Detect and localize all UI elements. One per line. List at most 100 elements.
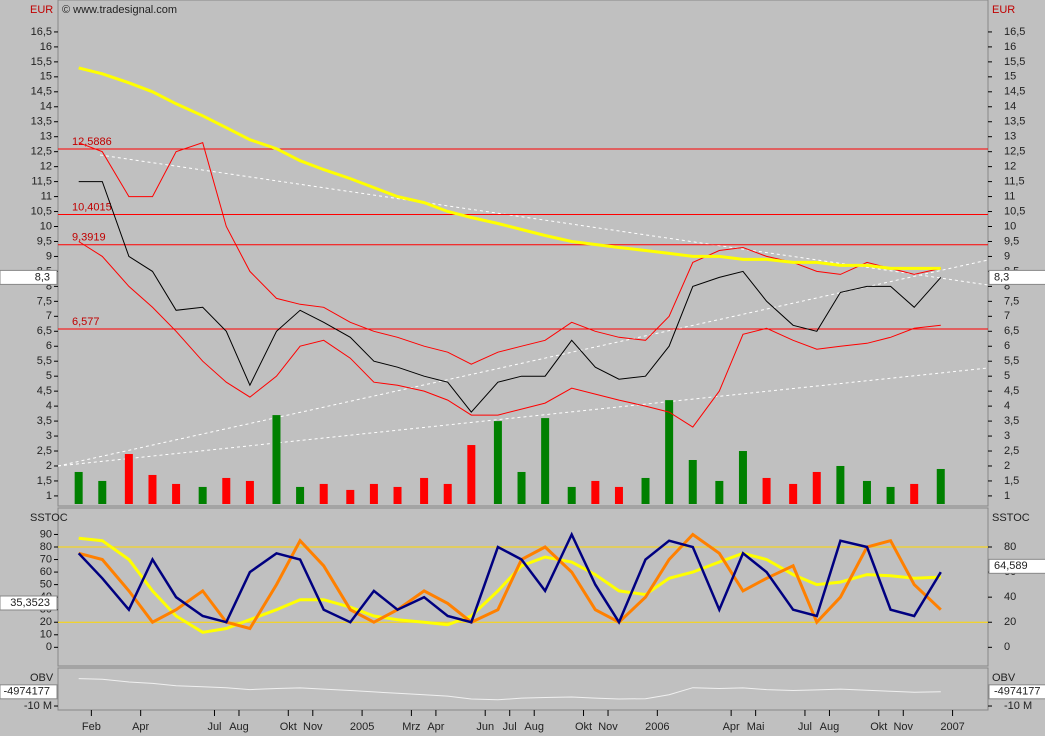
- y-tick-label: 16: [40, 41, 52, 53]
- x-tick-label: Nov: [893, 721, 913, 733]
- y-tick-label: 15,5: [1004, 56, 1025, 68]
- volume-bar: [541, 418, 550, 504]
- y-tick-label: 4,5: [37, 385, 52, 397]
- last-value: -4974177: [4, 686, 51, 698]
- last-value-box: [988, 269, 1045, 285]
- x-tick-label: Nov: [303, 721, 323, 733]
- y-tick-label: 7,5: [37, 295, 52, 307]
- last-value: 64,589: [994, 560, 1028, 572]
- volume-bar: [614, 486, 623, 504]
- y-axis-label: EUR: [30, 4, 53, 16]
- y-tick-label: 5,5: [1004, 355, 1019, 367]
- y-tick-label: 13: [1004, 131, 1016, 143]
- level-label: 9,3919: [72, 232, 106, 244]
- volume-bar: [296, 486, 305, 504]
- y-tick-label: 5: [46, 370, 52, 382]
- volume-bar: [762, 477, 771, 504]
- y-tick-label: 12: [1004, 161, 1016, 173]
- y-tick-label: 12,5: [31, 146, 52, 158]
- volume-bar: [738, 451, 747, 504]
- y-tick-label: 13: [40, 131, 52, 143]
- volume-bar: [910, 483, 919, 504]
- volume-bar: [198, 486, 207, 504]
- x-tick-label: Mai: [747, 721, 765, 733]
- y-tick-label: 16: [1004, 41, 1016, 53]
- volume-bar: [517, 471, 526, 504]
- y2-tick-label: 40: [1004, 591, 1016, 603]
- trend-line: [57, 259, 989, 467]
- volume-bar: [591, 480, 600, 504]
- y-tick-label: 8: [1004, 280, 1010, 292]
- y-tick-label: 14: [40, 101, 52, 113]
- volume-bar: [715, 480, 724, 504]
- y-tick-label: 14: [1004, 101, 1016, 113]
- x-tick-label: Jul: [207, 721, 221, 733]
- last-value: -4974177: [994, 686, 1041, 698]
- volume-bar: [789, 483, 798, 504]
- y-tick-label: 15,5: [31, 56, 52, 68]
- y-tick-label: 3: [46, 430, 52, 442]
- y-tick-label: 4: [1004, 400, 1010, 412]
- x-tick-label: Okt: [575, 721, 592, 733]
- volume-bar: [245, 480, 254, 504]
- y-tick-label: -10 M: [1004, 700, 1032, 712]
- price-panel: [57, 0, 989, 507]
- y-tick-label: 2: [1004, 460, 1010, 472]
- y-tick-label: 10: [1004, 220, 1016, 232]
- y-tick-label: 16,5: [1004, 26, 1025, 38]
- y-tick-label: 20: [40, 616, 52, 628]
- y2-tick-label: 80: [1004, 541, 1016, 553]
- y-axis-label: SSTOC: [30, 512, 68, 524]
- level-label: 10,4015: [72, 201, 112, 213]
- y-tick-label: 15: [1004, 71, 1016, 83]
- y-tick-label: 6: [1004, 340, 1010, 352]
- x-tick-label: 2007: [940, 721, 964, 733]
- y-tick-label: 90: [40, 528, 52, 540]
- y-tick-label: 10,5: [1004, 205, 1025, 217]
- y-tick-label: 6: [46, 340, 52, 352]
- oscillator-panel: [57, 507, 989, 667]
- volume-bar: [567, 486, 576, 504]
- volume-bar: [369, 483, 378, 504]
- level-label: 6,577: [72, 316, 100, 328]
- volume-bar: [665, 400, 674, 504]
- y-tick-label: 7,5: [1004, 295, 1019, 307]
- y-axis-label: SSTOC: [992, 512, 1030, 524]
- y-tick-label: 80: [40, 541, 52, 553]
- y-tick-label: 5: [1004, 370, 1010, 382]
- x-tick-label: Apr: [132, 721, 149, 733]
- volume-bar: [493, 421, 502, 504]
- volume-bar: [74, 471, 83, 504]
- volume-bar: [420, 477, 429, 504]
- y-tick-label: 5,5: [37, 355, 52, 367]
- y-tick-label: 7: [46, 310, 52, 322]
- series-line: [77, 531, 942, 625]
- y-tick-label: 3: [1004, 430, 1010, 442]
- y-tick-label: 9,5: [1004, 235, 1019, 247]
- y-tick-label: 4: [46, 400, 52, 412]
- volume-bar: [688, 459, 697, 504]
- series-line: [78, 66, 941, 270]
- series-line: [78, 678, 941, 701]
- y-axis-label: EUR: [992, 4, 1015, 16]
- y-tick-label: 7: [1004, 310, 1010, 322]
- y-tick-label: -10 M: [24, 700, 52, 712]
- series-line: [78, 532, 942, 631]
- y-tick-label: 11,5: [31, 176, 52, 188]
- x-tick-label: Apr: [427, 721, 444, 733]
- credit: © www.tradesignal.com: [62, 4, 177, 16]
- y-tick-label: 14,5: [31, 86, 52, 98]
- y-tick-label: 13,5: [31, 116, 52, 128]
- y-tick-label: 3,5: [1004, 415, 1019, 427]
- level-label: 12,5886: [72, 136, 112, 148]
- last-value: 8,3: [35, 271, 50, 283]
- y-tick-label: 10: [40, 629, 52, 641]
- last-value-box: [0, 595, 58, 611]
- x-tick-label: Aug: [820, 721, 840, 733]
- x-tick-label: Jul: [798, 721, 812, 733]
- y-tick-label: 12,5: [1004, 146, 1025, 158]
- x-tick-label: Jul: [503, 721, 517, 733]
- y-tick-label: 1: [1004, 490, 1010, 502]
- volume-bar: [936, 468, 945, 504]
